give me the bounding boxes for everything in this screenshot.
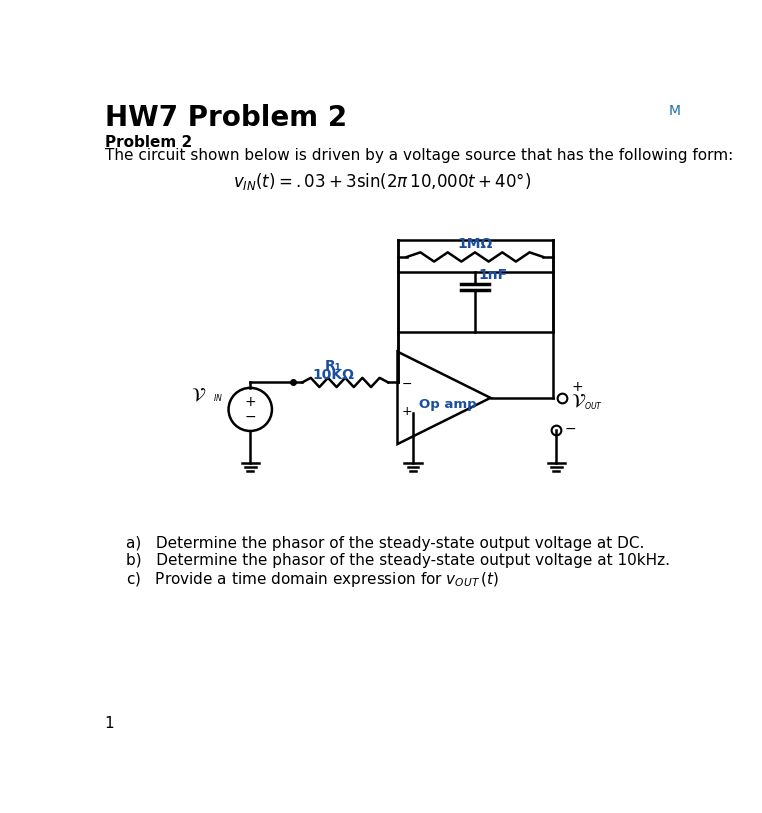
- Text: $\mathcal{V}$: $\mathcal{V}$: [190, 386, 206, 405]
- Text: The circuit shown below is driven by a voltage source that has the following for: The circuit shown below is driven by a v…: [104, 149, 733, 163]
- Text: 1MΩ: 1MΩ: [457, 237, 492, 251]
- Text: M: M: [668, 104, 680, 118]
- Text: R₁: R₁: [325, 359, 342, 372]
- Text: $\mathcal{V}$: $\mathcal{V}$: [571, 393, 586, 411]
- Text: $_{IN}$: $_{IN}$: [213, 393, 223, 405]
- Text: +: +: [402, 405, 412, 418]
- Text: 1nF: 1nF: [478, 267, 507, 281]
- Text: −: −: [245, 410, 256, 424]
- Text: Problem 2: Problem 2: [104, 134, 192, 150]
- Text: HW7 Problem 2: HW7 Problem 2: [104, 104, 347, 132]
- Text: $v_{IN}(t) = .03 + 3 \sin(2\pi\, 10{,}000t + 40°)$: $v_{IN}(t) = .03 + 3 \sin(2\pi\, 10{,}00…: [233, 171, 531, 192]
- Text: +: +: [571, 380, 583, 394]
- Text: +: +: [245, 394, 256, 409]
- Text: −: −: [402, 377, 412, 390]
- Text: $_{OUT}$: $_{OUT}$: [584, 401, 603, 413]
- Text: b)   Determine the phasor of the steady-state output voltage at 10kHz.: b) Determine the phasor of the steady-st…: [126, 554, 671, 568]
- Text: a)   Determine the phasor of the steady-state output voltage at DC.: a) Determine the phasor of the steady-st…: [126, 537, 645, 551]
- Text: c)   Provide a time domain expression for $v_{OUT}\,(t)$: c) Provide a time domain expression for …: [126, 571, 499, 589]
- Text: 10KΩ: 10KΩ: [312, 367, 354, 382]
- Text: −: −: [564, 422, 576, 436]
- Text: Op amp: Op amp: [419, 398, 477, 411]
- Text: 1: 1: [104, 716, 114, 731]
